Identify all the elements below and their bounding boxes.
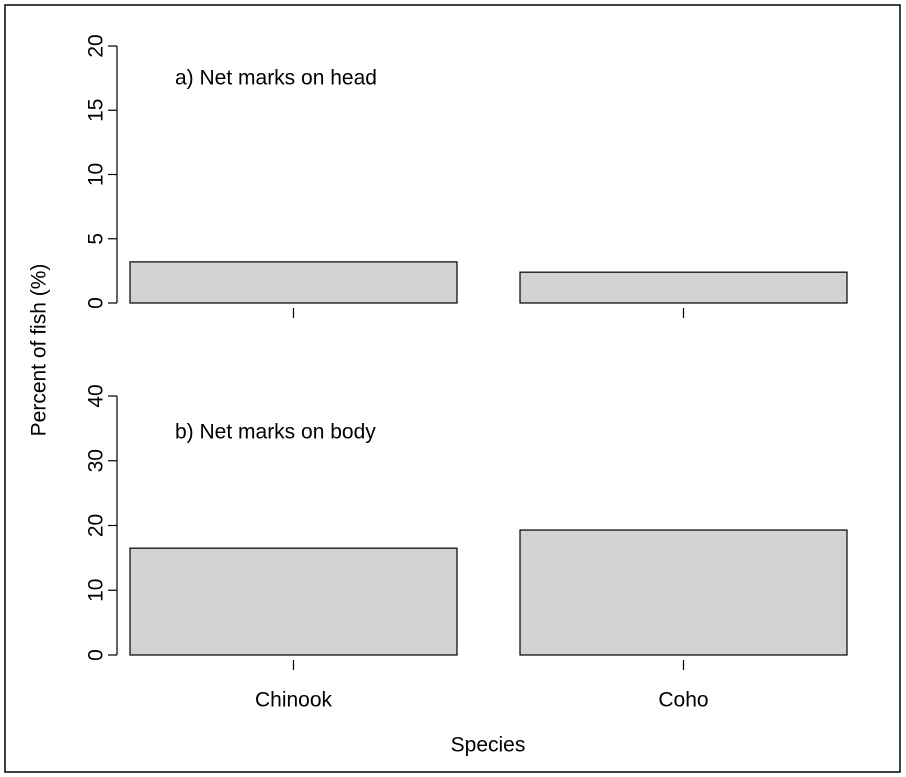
bar: [519, 271, 848, 304]
x-tick-label: Coho: [658, 689, 708, 712]
y-tick-label: 5: [85, 233, 108, 245]
x-axis-title: Species: [451, 734, 526, 757]
y-tick-label: 20: [85, 34, 108, 57]
y-tick-label: 0: [85, 297, 108, 309]
bar: [129, 261, 458, 304]
y-tick-label: 10: [85, 163, 108, 186]
annotation: b) Net marks on body: [175, 421, 376, 444]
y-tick-label: 15: [85, 99, 108, 122]
frame: [4, 4, 901, 773]
bar: [519, 529, 848, 656]
y-tick-label: 30: [85, 449, 108, 472]
y-tick-label: 20: [85, 514, 108, 537]
y-tick-label: 40: [85, 384, 108, 407]
y-axis-title: Percent of fish (%): [28, 264, 51, 437]
y-tick-label: 0: [85, 649, 108, 661]
y-tick-label: 10: [85, 579, 108, 602]
annotation: a) Net marks on head: [175, 67, 377, 90]
bar: [129, 547, 458, 656]
x-tick-label: Chinook: [255, 689, 333, 712]
